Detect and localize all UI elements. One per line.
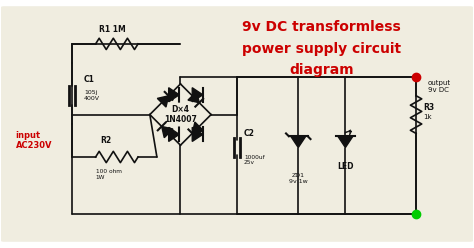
Text: R2: R2 [100,136,111,145]
Polygon shape [188,92,199,103]
Text: 1k: 1k [423,114,432,120]
Polygon shape [157,96,169,107]
Text: power supply circuit: power supply circuit [242,42,401,56]
Polygon shape [169,127,179,141]
Text: LED: LED [337,162,354,171]
Text: D×4
1N4007: D×4 1N4007 [164,105,197,124]
Polygon shape [169,88,179,102]
Text: 105j
400V: 105j 400V [84,90,100,101]
Text: C1: C1 [84,75,95,84]
Text: C2: C2 [244,129,255,138]
Text: 100 ohm
1W: 100 ohm 1W [96,169,122,180]
Text: 9v DC transformless: 9v DC transformless [242,20,401,34]
FancyBboxPatch shape [0,6,474,242]
Text: R1 1M: R1 1M [99,25,126,33]
Text: output
9v DC: output 9v DC [428,80,451,93]
Polygon shape [162,126,173,138]
Text: input
AC230V: input AC230V [16,131,52,150]
Polygon shape [338,136,353,148]
Polygon shape [192,127,203,141]
Text: R3: R3 [423,103,434,112]
Text: 1000uf
25v: 1000uf 25v [244,155,265,165]
Text: ZD1
9v 1w: ZD1 9v 1w [289,174,308,184]
Text: diagram: diagram [290,63,354,77]
Polygon shape [192,122,203,133]
Polygon shape [291,136,306,148]
Polygon shape [192,88,203,102]
